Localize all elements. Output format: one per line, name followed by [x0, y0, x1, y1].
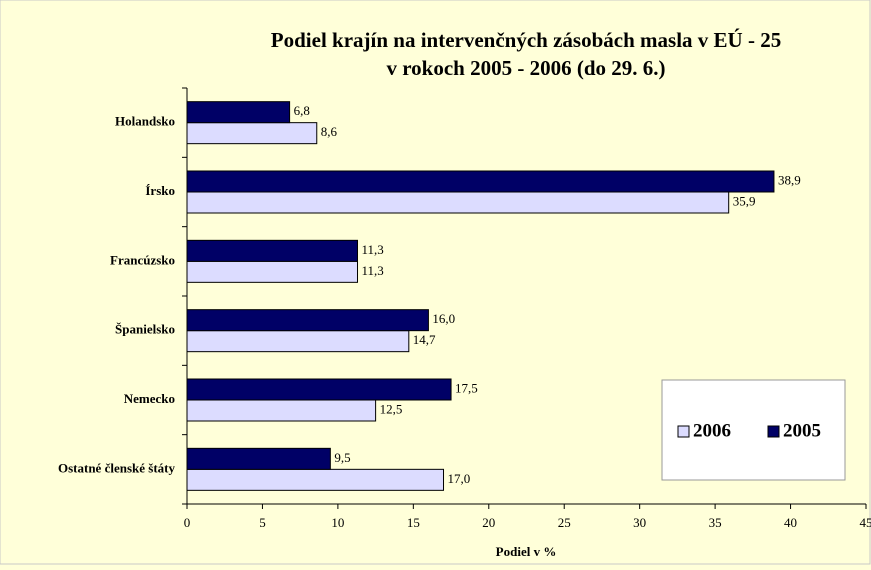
- x-tick-label: 45: [860, 515, 871, 530]
- data-label: 12,5: [380, 401, 403, 416]
- x-tick-label: 5: [259, 515, 266, 530]
- x-tick-label: 25: [558, 515, 571, 530]
- y-tick-label: Nemecko: [124, 391, 175, 406]
- bar: [187, 400, 376, 421]
- bar: [187, 469, 444, 490]
- data-label: 35,9: [733, 193, 756, 208]
- y-tick-label: Írsko: [145, 183, 175, 198]
- y-tick-label: Španielsko: [115, 322, 175, 337]
- data-label: 11,3: [362, 242, 384, 257]
- x-axis-label: Podiel v %: [496, 544, 557, 559]
- legend-label: 2006: [693, 420, 731, 441]
- bar: [187, 171, 774, 192]
- data-label: 6,8: [294, 103, 310, 118]
- legend-swatch: [768, 426, 779, 437]
- data-label: 38,9: [778, 172, 801, 187]
- y-tick-label: Holandsko: [115, 114, 175, 129]
- x-tick-label: 30: [633, 515, 646, 530]
- legend-label: 2005: [783, 420, 821, 441]
- y-tick-label: Francúzsko: [110, 252, 175, 267]
- bar: [187, 123, 317, 144]
- bar: [187, 310, 428, 331]
- bar: [187, 261, 358, 282]
- bar: [187, 379, 451, 400]
- bar: [187, 448, 330, 469]
- data-label: 11,3: [362, 263, 384, 278]
- data-label: 14,7: [413, 332, 436, 347]
- chart-title: v rokoch 2005 - 2006 (do 29. 6.): [386, 56, 665, 80]
- y-tick-label: Ostatné členské štáty: [58, 460, 175, 475]
- data-label: 17,0: [448, 471, 471, 486]
- bar: [187, 102, 290, 123]
- data-label: 17,5: [455, 380, 478, 395]
- legend-swatch: [678, 426, 689, 437]
- bar: [187, 331, 409, 352]
- data-label: 8,6: [321, 124, 338, 139]
- x-tick-label: 40: [784, 515, 797, 530]
- data-label: 16,0: [432, 311, 455, 326]
- x-tick-label: 15: [407, 515, 420, 530]
- chart-title: Podiel krajín na intervenčných zásobách …: [271, 28, 781, 52]
- data-label: 9,5: [334, 450, 350, 465]
- x-tick-label: 35: [709, 515, 722, 530]
- x-tick-label: 10: [331, 515, 344, 530]
- bar: [187, 192, 729, 213]
- x-tick-label: 20: [482, 515, 495, 530]
- x-tick-label: 0: [184, 515, 191, 530]
- bar: [187, 240, 358, 261]
